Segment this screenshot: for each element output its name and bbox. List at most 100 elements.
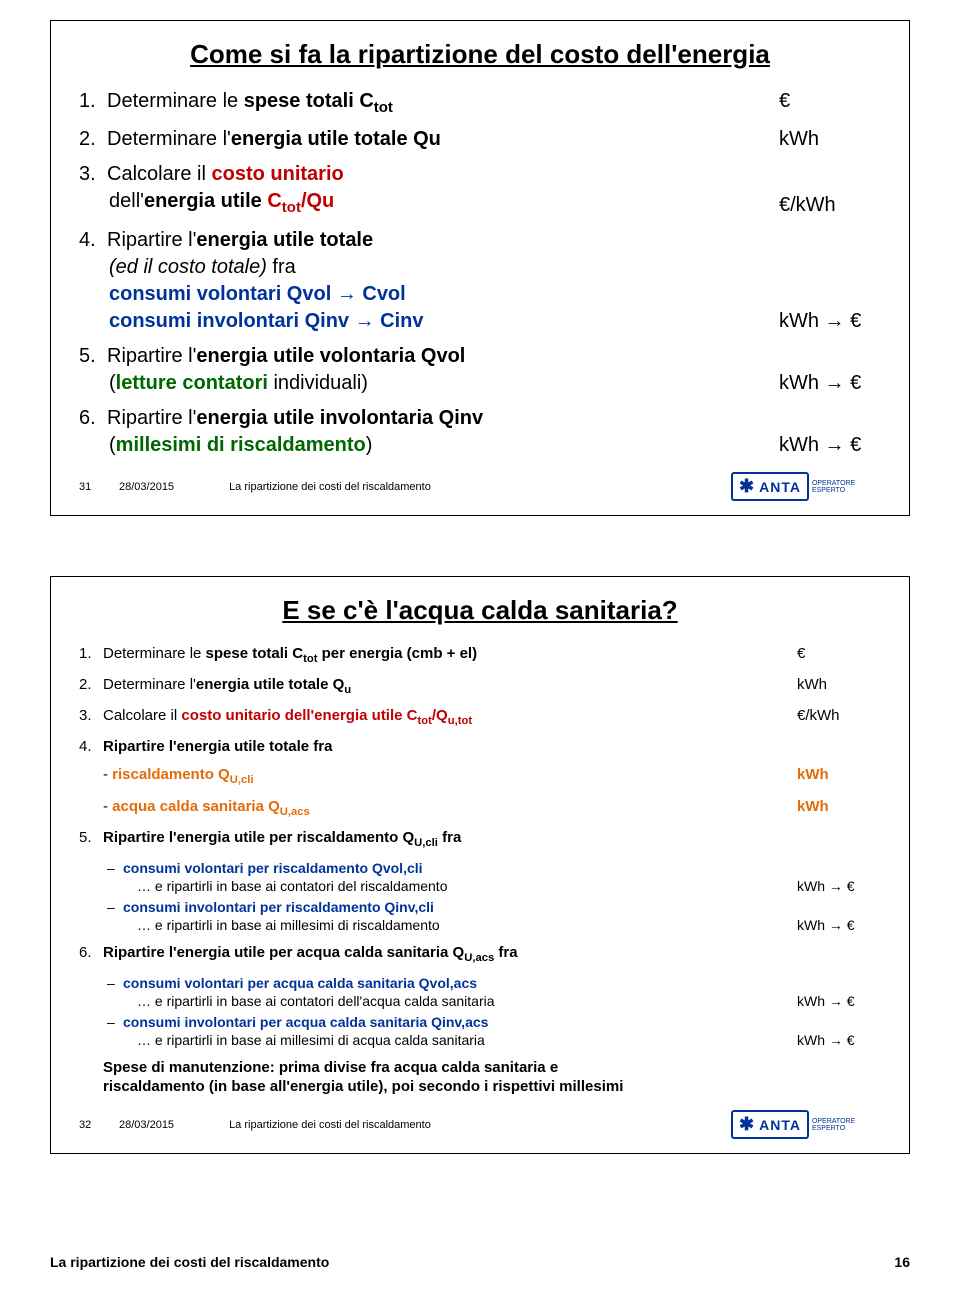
text: … e ripartirli in base ai millesimi di a… (123, 1032, 485, 1048)
slide1-step-1: 1. Determinare le spese totali Ctot € (79, 88, 881, 118)
step-unit: kWh → € (791, 992, 881, 1010)
slide1-title: Come si fa la ripartizione del costo del… (79, 39, 881, 70)
step-number: 4. (79, 737, 103, 757)
step-unit: kWh → € (791, 1031, 881, 1049)
step-number: 2. (79, 675, 103, 695)
step-number: 1. (79, 644, 103, 664)
step-unit: kWh → € (771, 370, 881, 397)
slide-footer-text: La ripartizione dei costi del riscaldame… (229, 1119, 431, 1131)
text: dell'energia utile Ctot/Qu (107, 190, 334, 212)
step-body: Determinare le spese totali Ctot per ene… (103, 644, 791, 667)
anta-logo: ✱ANTAOPERATORE ESPERTO (731, 473, 881, 501)
text: (letture contatori individuali) (107, 372, 368, 394)
text: Ripartire l' (107, 345, 196, 367)
text: … e ripartirli in base ai millesimi di r… (123, 917, 440, 933)
text: - acqua calda sanitaria QU,acs (103, 797, 791, 820)
step-body: Ripartire l'energia utile per riscaldame… (103, 828, 791, 851)
text-blue: consumi involontari per riscaldamento Qi… (123, 899, 434, 915)
text: … e ripartirli in base ai contatori dell… (123, 993, 495, 1009)
step-body: Determinare l'energia utile totale Qu (107, 126, 771, 153)
step-number: 5. (79, 828, 103, 848)
slide2-step-4: 4. Ripartire l'energia utile totale fra (79, 737, 881, 757)
step-unit: € (791, 644, 881, 664)
step-body: Calcolare il costo unitario dell'energia… (103, 706, 791, 729)
text-blue: consumi involontari per acqua calda sani… (123, 1014, 488, 1030)
slide2-step-1: 1. Determinare le spese totali Ctot per … (79, 644, 881, 667)
step-number: 1. (79, 88, 107, 115)
step-body: Determinare le spese totali Ctot (107, 88, 771, 118)
text-bold: energia utile totale (196, 229, 373, 251)
step-body: Ripartire l'energia utile totale fra (103, 737, 791, 757)
slide2-note: Spese di manutenzione: prima divise fra … (103, 1058, 881, 1097)
step-number: 6. (79, 943, 103, 963)
slide1-step-5: 5. Ripartire l'energia utile volontaria … (79, 343, 881, 397)
step-body: Ripartire l'energia utile volontaria Qvo… (107, 343, 771, 397)
slide2-step5-sub1: – consumi volontari per riscaldamento Qv… (107, 859, 881, 895)
step-unit: €/kWh (791, 706, 881, 726)
slide2-step-2: 2. Determinare l'energia utile totale Qu… (79, 675, 881, 698)
text: - riscaldamento QU,cli (103, 765, 791, 788)
slide1-footer: 31 28/03/2015 La ripartizione dei costi … (79, 473, 881, 501)
text: … e ripartirli in base ai contatori del … (123, 878, 447, 894)
text-bold: energia utile totale Qu (231, 128, 441, 150)
slide1-steps: 1. Determinare le spese totali Ctot € 2.… (79, 88, 881, 459)
step-body: Ripartire l'energia utile involontaria Q… (107, 405, 771, 459)
text-bold: energia utile involontaria Qinv (196, 407, 483, 429)
step-body: Ripartire l'energia utile per acqua cald… (103, 943, 791, 966)
slide1-step-3: 3. Calcolare il costo unitario dell'ener… (79, 161, 881, 218)
text: Ripartire l' (107, 407, 196, 429)
slide1-step-4: 4. Ripartire l'energia utile totale (ed … (79, 227, 881, 335)
text: (millesimi di riscaldamento) (107, 434, 372, 456)
step-unit: kWh → € (791, 916, 881, 934)
slide2-steps: 1. Determinare le spese totali Ctot per … (79, 644, 881, 1050)
text: Determinare le (107, 90, 244, 112)
slide2-step-6: 6. Ripartire l'energia utile per acqua c… (79, 943, 881, 966)
slide2-title: E se c'è l'acqua calda sanitaria? (79, 595, 881, 626)
slide-date: 28/03/2015 (119, 481, 174, 493)
text: (ed il costo totale) fra (107, 256, 296, 278)
text-bold: energia utile volontaria Qvol (196, 345, 465, 367)
text-blue: consumi involontari Qinv → Cinv (107, 310, 423, 332)
slide2-step6-sub2: – consumi involontari per acqua calda sa… (107, 1013, 881, 1049)
page-footer-title: La ripartizione dei costi del riscaldame… (50, 1254, 329, 1270)
step-unit: kWh (791, 675, 881, 695)
step-body: Determinare l'energia utile totale Qu (103, 675, 791, 698)
slide2-step-5: 5. Ripartire l'energia utile per riscald… (79, 828, 881, 851)
slide2-step-3: 3. Calcolare il costo unitario dell'ener… (79, 706, 881, 729)
text-blue: consumi volontari per riscaldamento Qvol… (123, 860, 423, 876)
text: Ripartire l' (107, 229, 196, 251)
step-number: 5. (79, 343, 107, 370)
step-unit: kWh (771, 126, 881, 153)
slide-date: 28/03/2015 (119, 1119, 174, 1131)
slide2-step-4-line1: - riscaldamento QU,cli kWh (79, 765, 881, 788)
text: Calcolare il (107, 163, 211, 185)
slide-1: Come si fa la ripartizione del costo del… (50, 20, 910, 516)
slide-number: 32 (79, 1119, 119, 1131)
step-unit: kWh → € (791, 877, 881, 895)
step-number: 3. (79, 161, 107, 188)
text: Determinare l' (107, 128, 231, 150)
slide2-step6-sub1: – consumi volontari per acqua calda sani… (107, 974, 881, 1010)
page-footer: La ripartizione dei costi del riscaldame… (0, 1254, 960, 1290)
text-blue: consumi volontari Qvol → Cvol (107, 283, 406, 305)
step-number: 4. (79, 227, 107, 254)
slide2-footer: 32 28/03/2015 La ripartizione dei costi … (79, 1111, 881, 1139)
step-number: 3. (79, 706, 103, 726)
slide1-step-2: 2. Determinare l'energia utile totale Qu… (79, 126, 881, 153)
slide2-step5-sub2: – consumi involontari per riscaldamento … (107, 898, 881, 934)
slide2-step-4-line2: - acqua calda sanitaria QU,acs kWh (79, 797, 881, 820)
step-unit: kWh → € (771, 432, 881, 459)
step-number: 6. (79, 405, 107, 432)
step-unit: kWh (791, 765, 881, 785)
step-unit: € (771, 88, 881, 115)
slide-number: 31 (79, 481, 119, 493)
slide-footer-text: La ripartizione dei costi del riscaldame… (229, 481, 431, 493)
slide-2: E se c'è l'acqua calda sanitaria? 1. Det… (50, 576, 910, 1154)
step-unit: kWh → € (771, 308, 881, 335)
step-body: Ripartire l'energia utile totale (ed il … (107, 227, 771, 335)
step-unit: €/kWh (771, 192, 881, 219)
page-number: 16 (894, 1254, 910, 1270)
slide1-step-6: 6. Ripartire l'energia utile involontari… (79, 405, 881, 459)
text-bold: spese totali Ctot (244, 90, 393, 112)
step-unit: kWh (791, 797, 881, 817)
